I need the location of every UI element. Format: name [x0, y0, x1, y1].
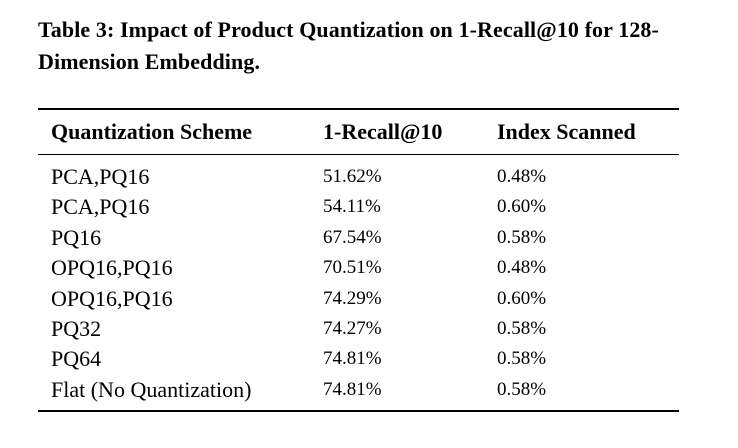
index-scanned-cell: 0.60% [497, 287, 547, 309]
scheme-cell: PQ64 [51, 346, 102, 372]
table-top-rule [38, 108, 679, 110]
recall-cell: 67.54% [323, 226, 382, 248]
table-row: OPQ16,PQ16 74.29% 0.60% [0, 284, 738, 314]
index-scanned-cell: 0.60% [497, 196, 547, 218]
index-scanned-cell: 0.48% [497, 257, 547, 279]
scheme-cell: PQ16 [51, 224, 102, 250]
index-scanned-cell: 0.48% [497, 166, 547, 187]
index-scanned-cell: 0.58% [497, 348, 547, 370]
recall-cell: 74.81% [323, 378, 382, 400]
table-bottom-rule [38, 410, 679, 412]
table-header-rule [38, 154, 679, 155]
table-row: PQ16 67.54% 0.58% [0, 223, 738, 253]
table-row: PCA,PQ16 51.62% 0.48% [0, 162, 738, 192]
scheme-cell: PQ32 [51, 315, 102, 341]
scheme-cell: Flat (No Quantization) [51, 376, 252, 402]
table-row: OPQ16,PQ16 70.51% 0.48% [0, 253, 738, 283]
recall-cell: 70.51% [323, 257, 382, 279]
index-scanned-cell: 0.58% [497, 378, 547, 400]
scheme-cell: PCA,PQ16 [51, 194, 150, 220]
recall-cell: 74.81% [323, 348, 382, 370]
header-quantization-scheme: Quantization Scheme [51, 119, 253, 144]
table-body: PCA,PQ16 51.62% 0.48% PCA,PQ16 54.11% 0.… [0, 162, 738, 405]
table-caption: Table 3: Impact of Product Quantization … [38, 17, 659, 74]
header-recall: 1-Recall@10 [323, 119, 443, 144]
recall-cell: 51.62% [323, 166, 382, 187]
header-index-scanned: Index Scanned [497, 119, 636, 144]
scheme-cell: OPQ16,PQ16 [51, 285, 173, 311]
recall-cell: 74.29% [323, 287, 382, 309]
scheme-cell: OPQ16,PQ16 [51, 255, 173, 281]
index-scanned-cell: 0.58% [497, 226, 547, 248]
scheme-cell: PCA,PQ16 [51, 164, 150, 189]
table-row: PQ64 74.81% 0.58% [0, 344, 738, 374]
table-row: PQ32 74.27% 0.58% [0, 314, 738, 344]
index-scanned-cell: 0.58% [497, 317, 547, 339]
table-row: Flat (No Quantization) 74.81% 0.58% [0, 375, 738, 405]
table-row: PCA,PQ16 54.11% 0.60% [0, 192, 738, 222]
recall-cell: 74.27% [323, 317, 382, 339]
table-header-row: Quantization Scheme 1-Recall@10 Index Sc… [0, 114, 738, 150]
recall-cell: 54.11% [323, 196, 381, 218]
